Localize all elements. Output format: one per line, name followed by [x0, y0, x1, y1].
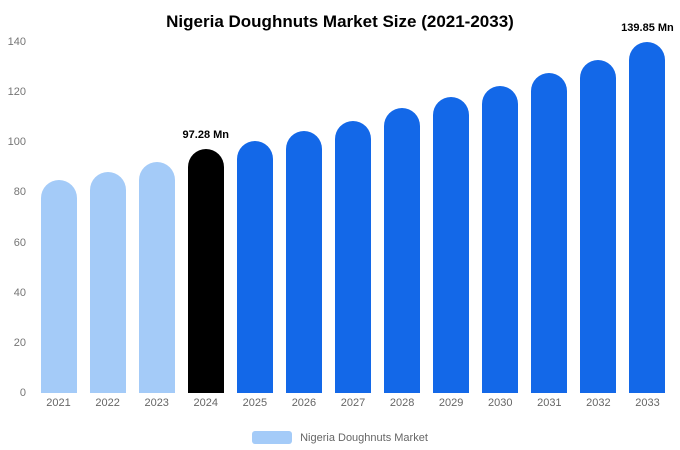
- x-tick-label: 2033: [635, 397, 660, 409]
- bar-2026: [285, 131, 322, 393]
- x-tick-label: 2029: [438, 397, 464, 409]
- legend: Nigeria Doughnuts Market: [0, 431, 680, 444]
- y-tick-label: 0: [19, 387, 26, 399]
- y-tick-label: 60: [13, 236, 26, 249]
- bar-2030: [482, 85, 519, 393]
- bar-2032: [580, 59, 617, 393]
- bar-slot: [83, 42, 132, 393]
- bar-2025: [236, 141, 273, 393]
- x-tick-label: 2027: [340, 397, 366, 409]
- y-tick-label: 20: [13, 336, 26, 349]
- y-tick-label: 80: [13, 186, 26, 199]
- x-axis: 2021 2022 2023 2024 2025 2026 2027 2028 2029 2030…: [34, 397, 672, 409]
- y-axis: 0 20 40 60 80 100 120 140: [0, 36, 30, 399]
- x-tick-label: 2021: [46, 397, 71, 409]
- bar-slot: [574, 42, 623, 393]
- x-tick-label: 2032: [586, 397, 611, 409]
- bar-2024: [187, 149, 224, 393]
- bar-2031: [531, 73, 568, 393]
- bar-slot: 97.28 Mn: [181, 42, 230, 393]
- bar-slot: [525, 42, 574, 393]
- x-tick-label: 2026: [291, 397, 317, 409]
- x-tick-label: 2028: [389, 397, 415, 409]
- x-tick-label: 2030: [488, 397, 513, 409]
- y-tick-label: 40: [13, 286, 26, 299]
- x-tick-label: 2031: [537, 397, 562, 409]
- y-tick-label: 140: [7, 36, 26, 48]
- data-label: 97.28 Mn: [182, 129, 229, 142]
- x-tick-label: 2024: [193, 397, 219, 409]
- bar-slot: [427, 42, 476, 393]
- legend-label: Nigeria Doughnuts Market: [300, 431, 428, 444]
- bar-slot: [328, 42, 377, 393]
- bar-slot: 139.85 Mn: [621, 22, 674, 393]
- bar-slot: [378, 42, 427, 393]
- bar-2027: [335, 121, 371, 393]
- bar-2023: [138, 162, 175, 393]
- plot-area: 97.28 Mn 139.85 Mn: [34, 22, 674, 393]
- bar-slot: [279, 42, 328, 393]
- bar-2029: [433, 97, 470, 393]
- bar-2028: [384, 108, 421, 393]
- data-label: 139.85 Mn: [621, 22, 674, 35]
- bars: 97.28 Mn 139.85 Mn: [34, 22, 674, 393]
- bar-2021: [40, 179, 77, 393]
- bar-slot: [132, 42, 181, 393]
- x-tick-label: 2023: [144, 397, 169, 409]
- legend-swatch: [252, 431, 293, 444]
- bar-2033: [629, 42, 666, 393]
- bar-slot: [476, 42, 525, 393]
- chart-title: Nigeria Doughnuts Market Size (2021-2033…: [166, 12, 514, 31]
- bar-2022: [89, 172, 126, 393]
- y-tick-label: 120: [7, 86, 26, 99]
- y-tick-label: 100: [7, 136, 26, 149]
- x-tick-label: 2022: [95, 397, 120, 409]
- bar-slot: [230, 42, 279, 393]
- x-tick-label: 2025: [242, 397, 268, 409]
- bar-slot: [34, 42, 83, 393]
